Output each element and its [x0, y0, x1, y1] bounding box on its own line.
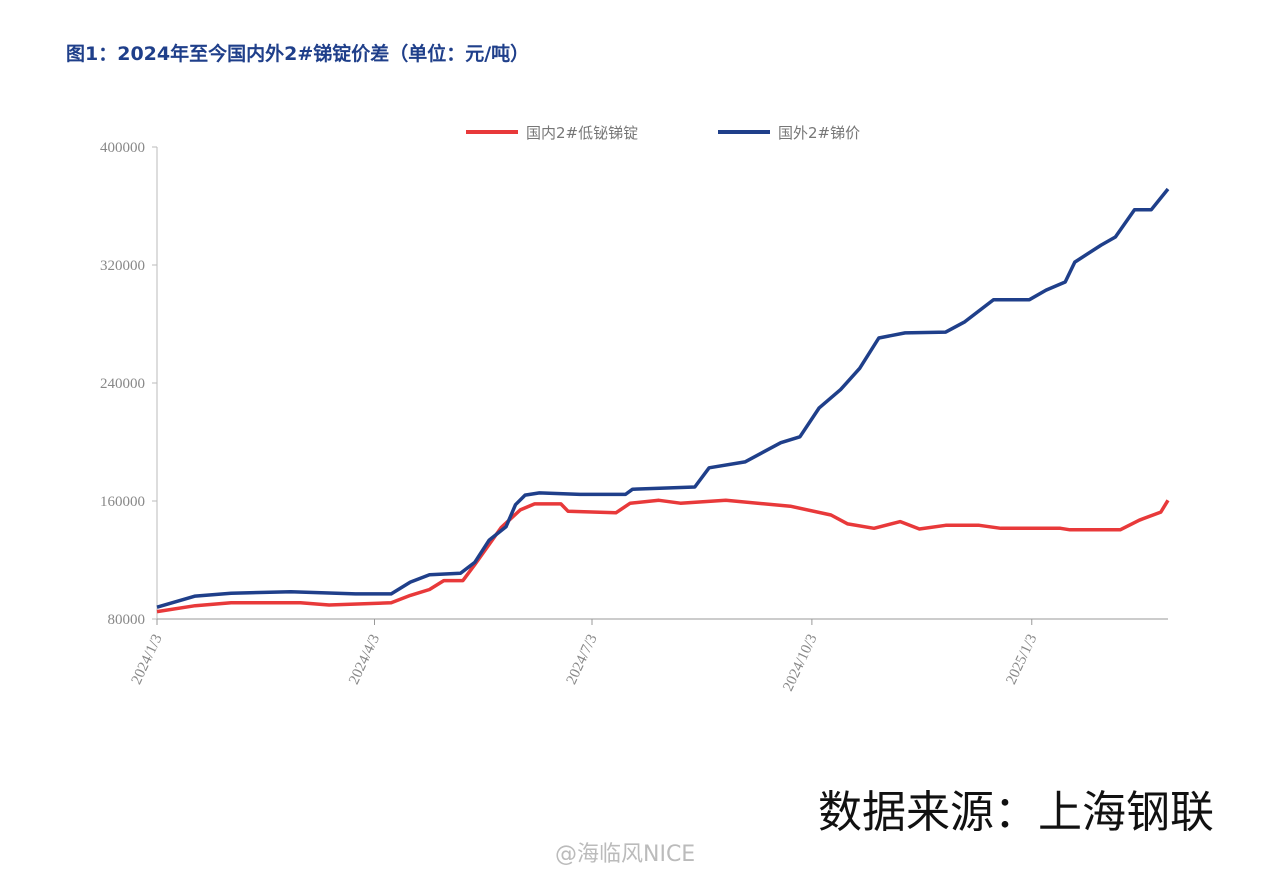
x-tick-label: 2024/1/3	[129, 632, 166, 687]
legend-label: 国内2#低铋锑锭	[526, 124, 638, 142]
y-tick-label: 240000	[100, 376, 145, 392]
y-tick-label: 80000	[108, 612, 146, 628]
chart-title: 图1：2024年至今国内外2#锑锭价差（单位：元/吨）	[66, 42, 529, 65]
x-tick-label: 2024/4/3	[346, 632, 383, 687]
y-tick-label: 400000	[100, 140, 145, 156]
x-tick-label: 2024/7/3	[564, 632, 601, 687]
x-tick-label: 2024/10/3	[780, 632, 820, 694]
y-tick-label: 320000	[100, 258, 145, 274]
series-line	[156, 498, 1170, 614]
watermark: @海临风NICE	[555, 842, 695, 867]
series-line	[156, 187, 1170, 609]
y-tick-label: 160000	[100, 494, 145, 510]
x-tick-label: 2025/1/3	[1003, 632, 1040, 687]
legend-label: 国外2#锑价	[778, 124, 860, 142]
source: 数据来源：上海钢联	[818, 787, 1214, 838]
